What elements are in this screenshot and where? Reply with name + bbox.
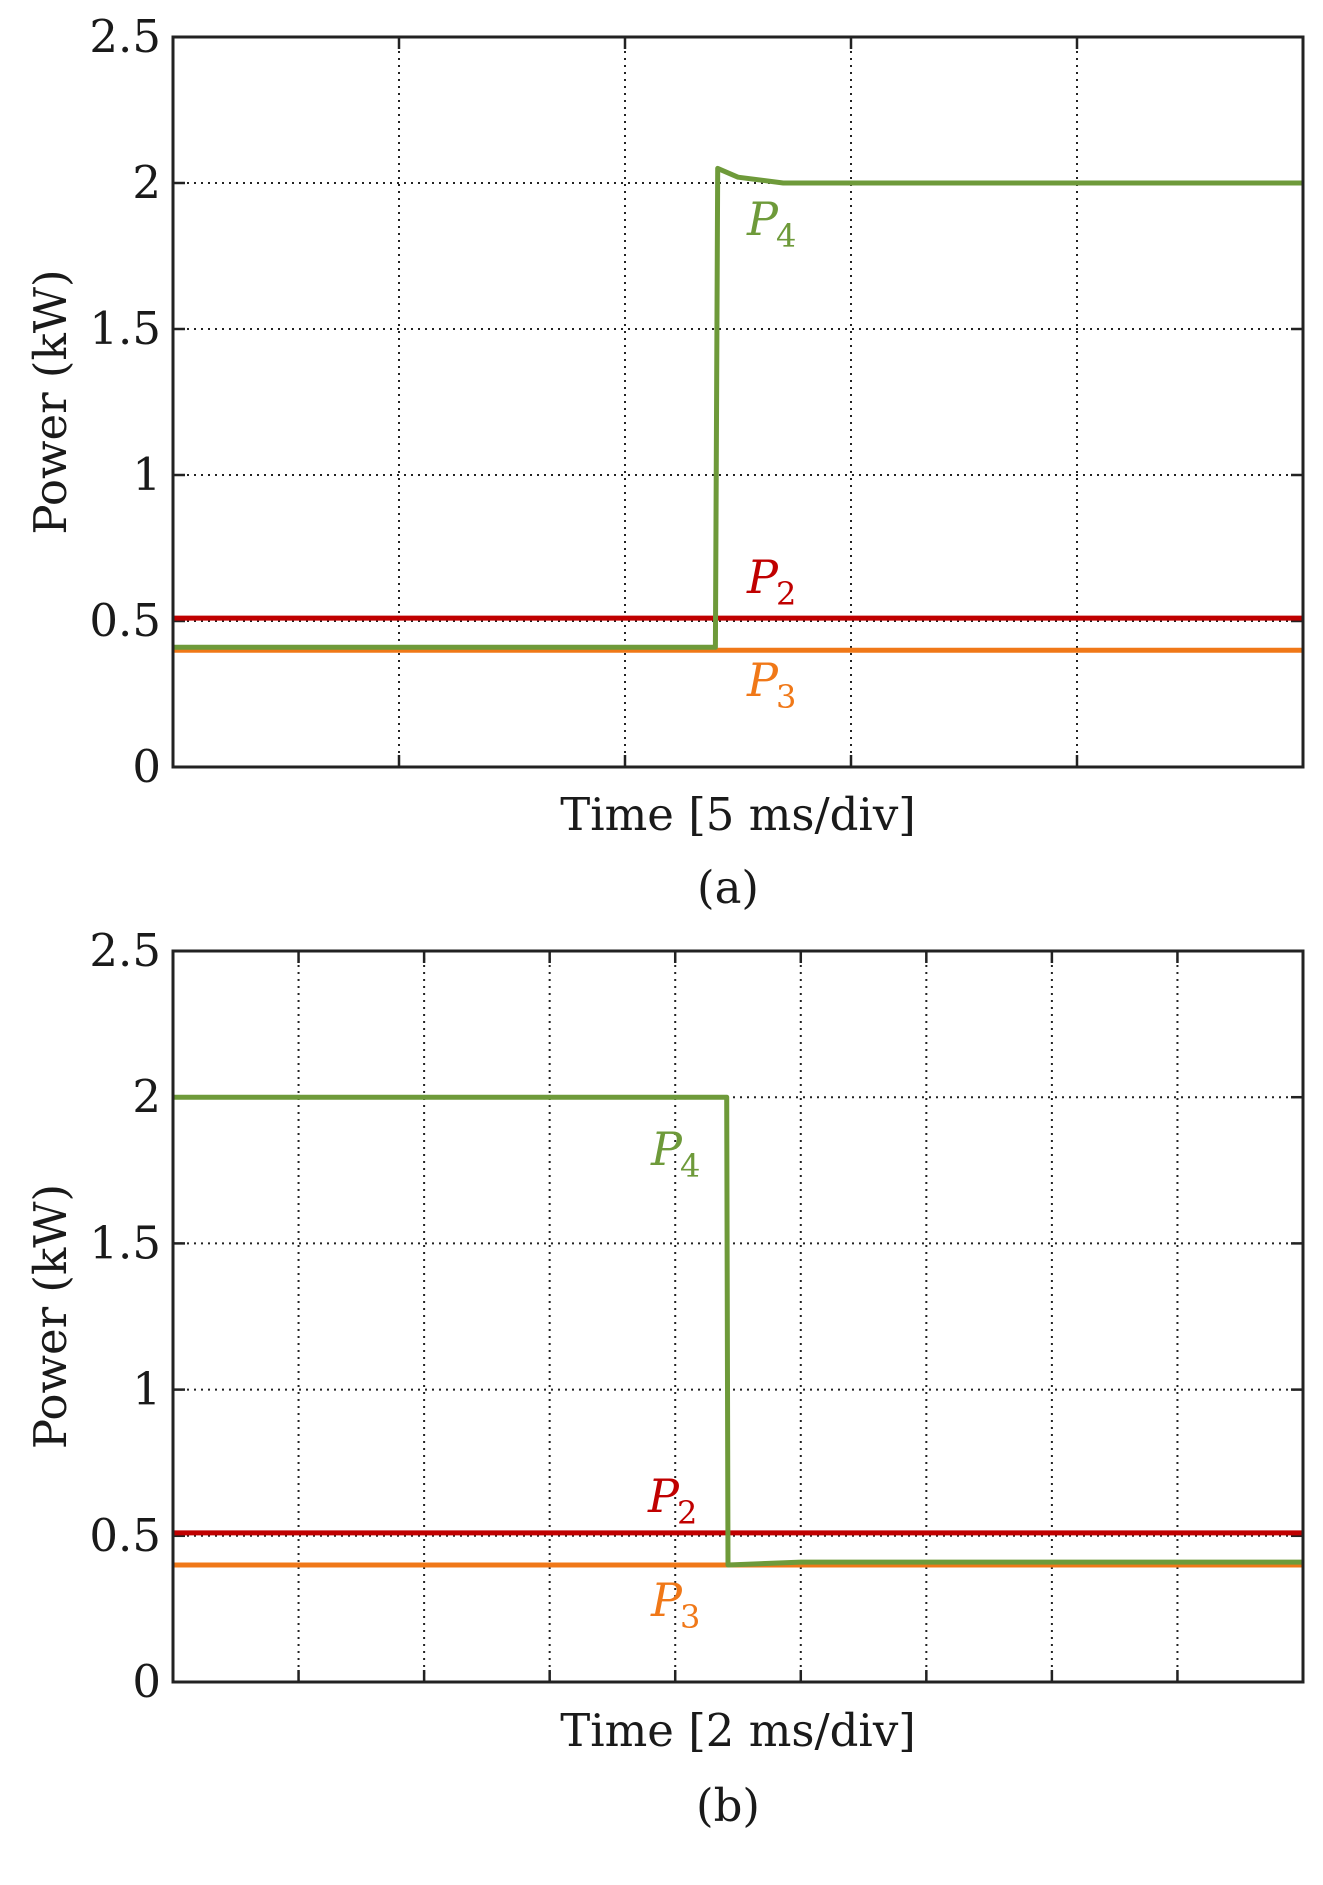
series-label-p4: P4 (650, 1122, 700, 1185)
panel-caption: (b) (696, 1779, 760, 1832)
y-axis-label: Power (kW) (24, 269, 77, 534)
x-axis-label: Time [2 ms/div] (560, 1704, 916, 1757)
y-tick-label: 0 (132, 1655, 161, 1708)
y-axis-label: Power (kW) (24, 1184, 77, 1449)
series-label-p3: P3 (650, 1573, 700, 1636)
y-tick-label: 2 (132, 156, 161, 209)
y-tick-label: 0.5 (89, 594, 161, 647)
y-tick-label: 2.5 (89, 10, 161, 63)
y-tick-label: 1.5 (89, 302, 161, 355)
series-line-p4 (173, 165, 1303, 650)
chart-panel-a: 0 0.5 1 1.5 2 2.5 Time [5 ms/div] Power (kW) (a)… (24, 10, 1305, 914)
series-label-p3: P3 (746, 653, 796, 716)
plot-frame (171, 35, 1305, 769)
chart-panel-b: 0 0.5 1 1.5 2 2.5 Time [2 ms/div] Power (kW) (b)… (24, 924, 1305, 1832)
x-axis-label: Time [5 ms/div] (560, 788, 916, 841)
series-label-p2: P2 (647, 1469, 697, 1532)
plot-frame (171, 949, 1305, 1684)
series-label-p2: P2 (746, 550, 796, 613)
series-line-p4 (173, 1094, 1303, 1568)
y-tick-label: 1 (132, 1363, 161, 1416)
y-tick-label: 0 (132, 740, 161, 793)
y-tick-label: 1.5 (89, 1216, 161, 1269)
y-tick-label: 2 (132, 1070, 161, 1123)
series-label-p4: P4 (746, 192, 796, 255)
y-tick-label: 1 (132, 448, 161, 501)
y-tick-label: 0.5 (89, 1509, 161, 1562)
panel-caption: (a) (697, 861, 759, 914)
y-tick-label: 2.5 (89, 924, 161, 977)
